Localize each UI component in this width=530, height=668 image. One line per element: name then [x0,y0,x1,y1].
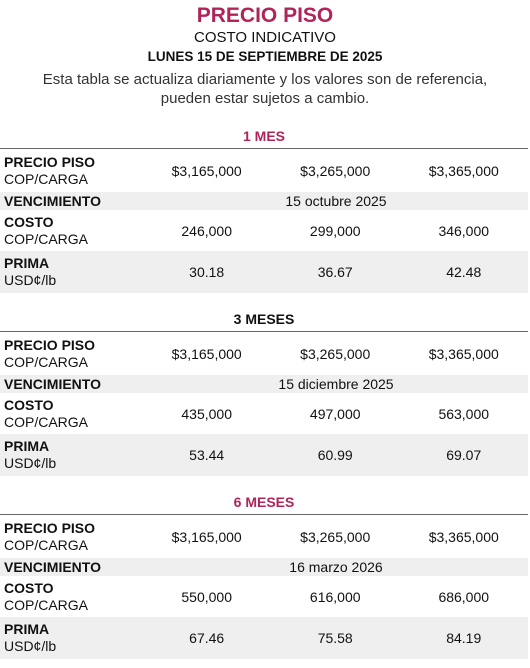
cell: 84.19 [446,630,482,646]
label: PRECIO PISO [4,154,96,170]
label: COSTO [4,396,54,413]
cell: 53.44 [189,447,225,463]
section: 1 MES PRECIO PISO COP/CARGA $3,165,000 $3,26… [0,124,528,293]
section-title: 6 MESES [0,490,528,515]
cell: $3,365,000 [428,529,499,545]
row-label: PRIMA USD¢/lb [0,438,142,472]
unit: COP/CARGA [4,537,89,553]
label: PRIMA [4,621,50,637]
cell: 563,000 [438,405,490,422]
row-label: PRIMA USD¢/lb [0,255,142,289]
row-label: VENCIMIENTO [0,193,144,210]
cell: $3,365,000 [428,163,499,179]
cell: $3,165,000 [171,346,242,362]
subtitle: COSTO INDICATIVO [194,29,336,46]
row: VENCIMIENTO 16 marzo 2026 [0,558,528,576]
cell: 42.48 [446,264,482,280]
row: PRIMA USD¢/lb 53.44 60.99 69.07 [0,434,528,476]
cell: 16 marzo 2026 [289,559,383,575]
header: PRECIO PISO COSTO INDICATIVO LUNES 15 DE… [0,0,530,108]
row-label: COSTO COP/CARGA [0,580,142,614]
cell: $3,265,000 [300,163,371,179]
cell: 15 diciembre 2025 [278,376,394,392]
cell: 67.46 [189,630,225,646]
row: PRIMA USD¢/lb 67.46 75.58 84.19 [0,617,528,659]
label: PRECIO PISO [4,337,96,353]
cell: $3,265,000 [300,529,371,545]
label: VENCIMIENTO [4,192,101,209]
sections: 1 MES PRECIO PISO COP/CARGA $3,165,000 $3,26… [0,124,530,659]
row: PRECIO PISO COP/CARGA $3,165,000 $3,265,000… [0,150,528,192]
row: COSTO COP/CARGA 550,000 616,000 686,000 [0,576,528,617]
row: VENCIMIENTO 15 octubre 2025 [0,192,528,210]
row: PRECIO PISO COP/CARGA $3,165,000 $3,265,000… [0,516,528,558]
cell: 60.99 [317,447,353,463]
unit: COP/CARGA [4,230,89,247]
label: PRIMA [4,438,50,454]
row-label: VENCIMIENTO [0,559,144,576]
unit: COP/CARGA [4,354,89,370]
date: LUNES 15 DE SEPTIEMBRE DE 2025 [147,49,383,64]
row-label: COSTO COP/CARGA [0,214,142,248]
row-label: PRECIO PISO COP/CARGA [0,520,142,554]
label: VENCIMIENTO [4,558,101,575]
label: COSTO [4,579,54,596]
row-label: VENCIMIENTO [0,376,144,393]
unit: USD¢/lb [4,272,57,288]
cell: 497,000 [309,405,361,422]
row: COSTO COP/CARGA 246,000 299,000 346,000 [0,210,528,251]
cell: 30.18 [189,264,225,280]
cell: 550,000 [181,588,232,605]
section-title: 3 MESES [0,307,528,332]
row-label: COSTO COP/CARGA [0,397,142,431]
unit: USD¢/lb [4,638,57,654]
unit: COP/CARGA [4,596,89,613]
section: 3 MESES PRECIO PISO COP/CARGA $3,165,000 $3,… [0,307,528,476]
cell: 435,000 [181,405,232,422]
label: VENCIMIENTO [4,375,101,392]
row: PRIMA USD¢/lb 30.18 36.67 42.48 [0,251,528,293]
cell: 15 octubre 2025 [285,193,387,209]
cell: 69.07 [446,447,482,463]
section: 6 MESES PRECIO PISO COP/CARGA $3,165,000 $3,… [0,490,528,659]
cell: 299,000 [309,222,361,239]
label: COSTO [4,213,54,230]
cell: $3,165,000 [171,163,242,179]
description: Esta tabla se actualiza diariamente y lo… [0,70,530,108]
row-label: PRECIO PISO COP/CARGA [0,337,142,371]
unit: COP/CARGA [4,171,89,187]
label: PRIMA [4,255,50,271]
label: PRECIO PISO [4,520,96,536]
description-line: Esta tabla se actualiza diariamente y lo… [42,71,488,88]
row-label: PRECIO PISO COP/CARGA [0,154,142,188]
row-label: PRIMA USD¢/lb [0,621,142,655]
title: PRECIO PISO [196,4,334,27]
cell: 246,000 [181,222,232,239]
unit: COP/CARGA [4,413,89,430]
description-line: pueden estar sujetos a cambio. [160,90,370,107]
section-title: 1 MES [0,124,528,149]
unit: USD¢/lb [4,455,57,471]
row: VENCIMIENTO 15 diciembre 2025 [0,375,528,393]
cell: $3,265,000 [300,346,371,362]
cell: 686,000 [438,588,490,605]
cell: $3,365,000 [428,346,499,362]
cell: 346,000 [438,222,490,239]
cell: $3,165,000 [171,529,242,545]
cell: 616,000 [309,588,361,605]
cell: 36.67 [317,264,353,280]
row: PRECIO PISO COP/CARGA $3,165,000 $3,265,000… [0,333,528,375]
cell: 75.58 [317,630,353,646]
row: COSTO COP/CARGA 435,000 497,000 563,000 [0,393,528,434]
